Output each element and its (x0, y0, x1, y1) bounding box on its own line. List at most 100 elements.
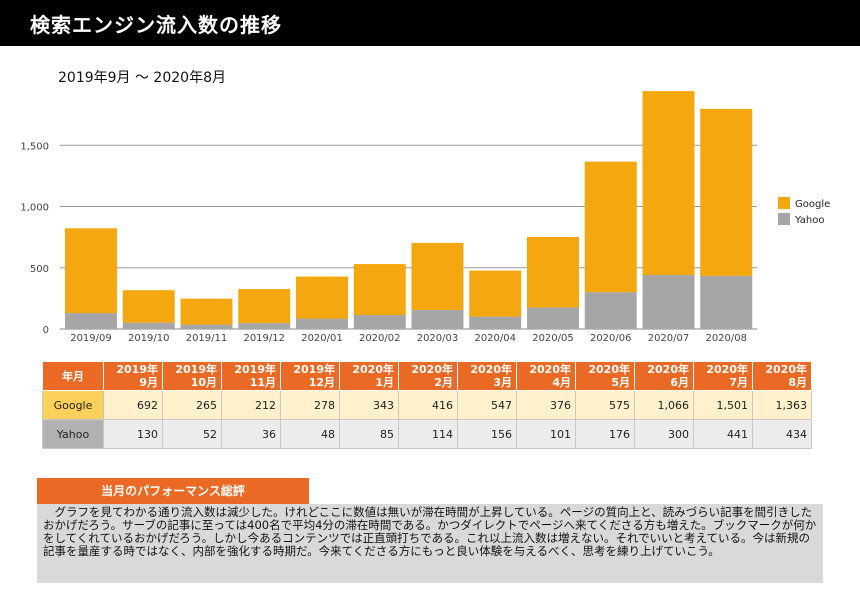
x-tick-label: 2019/11 (186, 333, 228, 344)
bar-yahoo (180, 324, 233, 329)
x-tick-label: 2020/07 (648, 333, 690, 344)
column-month: 8月 (788, 376, 807, 389)
table-cell: 434 (752, 419, 812, 449)
column-month: 1月 (375, 376, 394, 389)
table-column-header: 2020年 2月 (398, 361, 458, 391)
table-cell: 278 (280, 390, 340, 420)
column-year: 2019年 (175, 363, 217, 376)
table-row-label: Yahoo (42, 419, 104, 449)
y-tick-label: 1,000 (20, 203, 49, 214)
table-cell: 575 (575, 390, 635, 420)
column-month: 5月 (611, 376, 630, 389)
table-cell: 85 (339, 419, 399, 449)
table-cell: 52 (162, 419, 222, 449)
table-cell: 212 (221, 390, 281, 420)
bar-google (65, 228, 117, 314)
bar-google (180, 298, 233, 325)
column-month: 12月 (308, 376, 335, 389)
y-tick-label: 1,500 (20, 141, 49, 152)
column-year: 2020年 (411, 363, 453, 376)
column-year: 2020年 (765, 363, 807, 376)
data-table: 年月 2019年 9月 2019年 10月 2019年 11月 2019年 12月 2020年 1… (42, 361, 812, 449)
column-month: 10月 (190, 376, 217, 389)
column-month: 3月 (493, 376, 512, 389)
column-year: 2020年 (352, 363, 394, 376)
table-column-header: 2020年 6月 (634, 361, 694, 391)
table-cell: 1,066 (634, 390, 694, 420)
bar-yahoo (353, 315, 406, 329)
column-year: 2019年 (234, 363, 276, 376)
page-title: 検索エンジン流入数の推移 (30, 13, 282, 37)
table-cell: 114 (398, 419, 458, 449)
column-year: 2020年 (647, 363, 689, 376)
x-tick-label: 2020/05 (532, 333, 574, 344)
column-year: 2019年 (293, 363, 335, 376)
bar-yahoo (122, 322, 175, 329)
x-tick-label: 2020/01 (301, 333, 343, 344)
x-tick-label: 2020/04 (474, 333, 516, 344)
header-bar: 検索エンジン流入数の推移 (0, 0, 860, 46)
column-month: 11月 (249, 376, 276, 389)
column-year: 2020年 (470, 363, 512, 376)
table-cell: 343 (339, 390, 399, 420)
bar-google (238, 289, 291, 324)
bar-yahoo (238, 323, 291, 329)
bar-google (411, 242, 464, 310)
column-month: 2月 (434, 376, 453, 389)
column-month: 7月 (729, 376, 748, 389)
legend-label: Google (795, 199, 830, 210)
bar-yahoo (642, 274, 695, 329)
table-cell: 300 (634, 419, 694, 449)
table-cell: 176 (575, 419, 635, 449)
x-tick-label: 2020/08 (705, 333, 747, 344)
evaluation-body: グラフを見てわかる通り流入数は減少した。けれどここに数値は無いが滞在時間が上昇し… (37, 504, 823, 583)
legend-label: Yahoo (794, 215, 824, 226)
table-cell: 1,501 (693, 390, 753, 420)
table-cell: 156 (457, 419, 517, 449)
column-month: 6月 (670, 376, 689, 389)
bar-yahoo (527, 307, 579, 329)
x-tick-label: 2019/09 (70, 333, 112, 344)
bar-google (584, 161, 637, 293)
y-tick-label: 500 (30, 264, 49, 275)
column-month: 4月 (552, 376, 571, 389)
table-column-header: 2020年 7月 (693, 361, 753, 391)
bar-google (296, 276, 348, 319)
x-tick-label: 2019/12 (243, 333, 285, 344)
table-cell: 130 (103, 419, 163, 449)
table-cell: 48 (280, 419, 340, 449)
bar-yahoo (469, 316, 522, 329)
table-cell: 441 (693, 419, 753, 449)
table-cell: 36 (221, 419, 281, 449)
period-label: 2019年9月 ～ 2020年8月 (58, 70, 226, 86)
table-column-header: 2020年 8月 (752, 361, 812, 391)
bar-google (122, 290, 175, 323)
column-year: 2019年 (116, 363, 158, 376)
table-cell: 1,363 (752, 390, 812, 420)
bar-google (527, 237, 579, 308)
x-tick-label: 2020/02 (359, 333, 401, 344)
evaluation-title: 当月のパフォーマンス総評 (37, 478, 309, 504)
table-cell: 416 (398, 390, 458, 420)
x-tick-label: 2020/06 (590, 333, 632, 344)
y-tick-label: 0 (43, 325, 49, 336)
table-row-label: Google (42, 390, 104, 420)
table-cell: 547 (457, 390, 517, 420)
column-year: 2020年 (588, 363, 630, 376)
table-column-header: 2020年 1月 (339, 361, 399, 391)
bar-yahoo (65, 313, 117, 329)
bar-google (469, 270, 522, 317)
bar-yahoo (411, 309, 464, 329)
table-header-row: 年月 2019年 9月 2019年 10月 2019年 11月 2019年 12月 2020年 1… (42, 361, 812, 391)
table-cell: 692 (103, 390, 163, 420)
table-column-header: 2019年 12月 (280, 361, 340, 391)
x-tick-label: 2019/10 (128, 333, 170, 344)
table-column-header: 2020年 3月 (457, 361, 517, 391)
table-column-header: 2019年 11月 (221, 361, 281, 391)
bar-google (642, 91, 695, 275)
column-year: 2020年 (529, 363, 571, 376)
legend-swatch (778, 197, 790, 209)
bar-yahoo (296, 318, 348, 329)
legend-swatch (778, 213, 790, 225)
table-column-header: 2020年 5月 (575, 361, 635, 391)
